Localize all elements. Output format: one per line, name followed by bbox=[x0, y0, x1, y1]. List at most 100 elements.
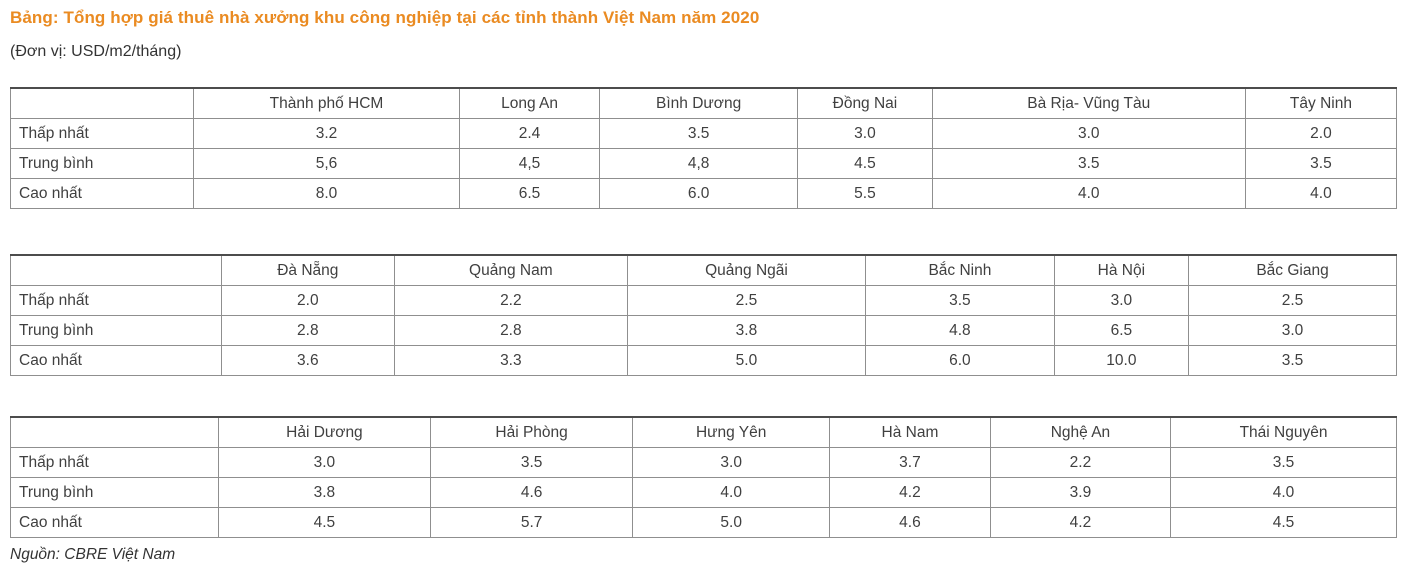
table-cell: 4.6 bbox=[829, 507, 991, 538]
table-cell: 2.0 bbox=[220, 285, 395, 316]
table-row: Thấp nhất 3.0 3.5 3.0 3.7 2.2 3.5 bbox=[10, 447, 1397, 478]
table-cell: 3.0 bbox=[931, 118, 1246, 149]
table-cell: 5.7 bbox=[429, 507, 634, 538]
column-header: Bà Rịa- Vũng Tàu bbox=[931, 87, 1246, 119]
column-header: Quảng Ngãi bbox=[626, 254, 867, 286]
corner-cell bbox=[10, 416, 219, 448]
table-cell: 6.5 bbox=[1053, 315, 1190, 346]
rental-table-2: Đà Nẵng Quảng Nam Quảng Ngãi Bắc Ninh Hà Nội… bbox=[10, 254, 1397, 376]
table-cell: 3.0 bbox=[632, 447, 831, 478]
table-cell: 3.5 bbox=[865, 285, 1055, 316]
table-cell: 3.0 bbox=[217, 447, 431, 478]
table-cell: 5.0 bbox=[626, 345, 867, 376]
table-cell: 4.0 bbox=[1244, 178, 1398, 209]
table-cell: 3.0 bbox=[797, 118, 933, 149]
table-cell: 4.6 bbox=[429, 477, 634, 508]
header-row: Đà Nẵng Quảng Nam Quảng Ngãi Bắc Ninh Hà Nội… bbox=[10, 254, 1397, 286]
table-cell: 4.2 bbox=[829, 477, 991, 508]
column-header: Đồng Nai bbox=[797, 87, 933, 119]
rental-tables-container: Thành phố HCM Long An Bình Dương Đồng Nai Bà… bbox=[10, 87, 1398, 538]
table-cell: 4.8 bbox=[865, 315, 1055, 346]
rental-table-3: Hải Dương Hải Phòng Hưng Yên Hà Nam Nghệ An T… bbox=[10, 416, 1397, 538]
table-cell: 2.5 bbox=[626, 285, 867, 316]
table-row: Cao nhất 3.6 3.3 5.0 6.0 10.0 3.5 bbox=[10, 345, 1397, 376]
table-cell: 2.2 bbox=[393, 285, 628, 316]
table-cell: 2.4 bbox=[459, 118, 601, 149]
table-cell: 2.5 bbox=[1188, 285, 1397, 316]
row-label: Trung bình bbox=[10, 315, 222, 346]
table-cell: 10.0 bbox=[1053, 345, 1190, 376]
column-header: Đà Nẵng bbox=[220, 254, 395, 286]
table-cell: 3.9 bbox=[989, 477, 1172, 508]
row-label: Cao nhất bbox=[10, 345, 222, 376]
table-cell: 4.0 bbox=[931, 178, 1246, 209]
table-cell: 3.5 bbox=[429, 447, 634, 478]
column-header: Thành phố HCM bbox=[192, 87, 461, 119]
table-cell: 3.5 bbox=[931, 148, 1246, 179]
table-row: Thấp nhất 2.0 2.2 2.5 3.5 3.0 2.5 bbox=[10, 285, 1397, 316]
table-cell: 4.0 bbox=[1170, 477, 1397, 508]
column-header: Quảng Nam bbox=[393, 254, 628, 286]
table-cell: 4.2 bbox=[989, 507, 1172, 538]
table-cell: 4.5 bbox=[1170, 507, 1397, 538]
row-label: Thấp nhất bbox=[10, 118, 194, 149]
table-row: Cao nhất 8.0 6.5 6.0 5.5 4.0 4.0 bbox=[10, 178, 1398, 209]
table-cell: 6.5 bbox=[459, 178, 601, 209]
table-cell: 4.5 bbox=[797, 148, 933, 179]
row-label: Cao nhất bbox=[10, 507, 219, 538]
table-cell: 3.7 bbox=[829, 447, 991, 478]
table-row: Trung bình 2.8 2.8 3.8 4.8 6.5 3.0 bbox=[10, 315, 1397, 346]
column-header: Long An bbox=[459, 87, 601, 119]
corner-cell bbox=[10, 254, 222, 286]
page-title: Bảng: Tổng hợp giá thuê nhà xưởng khu cô… bbox=[10, 8, 760, 27]
row-label: Trung bình bbox=[10, 477, 219, 508]
table-cell: 3.8 bbox=[217, 477, 431, 508]
row-label: Thấp nhất bbox=[10, 285, 222, 316]
table-cell: 4.5 bbox=[217, 507, 431, 538]
table-cell: 2.8 bbox=[393, 315, 628, 346]
table-cell: 3.3 bbox=[393, 345, 628, 376]
column-header: Tây Ninh bbox=[1244, 87, 1398, 119]
table-cell: 3.0 bbox=[1188, 315, 1397, 346]
table-cell: 3.5 bbox=[1188, 345, 1397, 376]
table-cell: 3.5 bbox=[599, 118, 799, 149]
table-row: Trung bình 5,6 4,5 4,8 4.5 3.5 3.5 bbox=[10, 148, 1398, 179]
table-cell: 2.0 bbox=[1244, 118, 1398, 149]
table-cell: 8.0 bbox=[192, 178, 461, 209]
column-header: Hưng Yên bbox=[632, 416, 831, 448]
row-label: Thấp nhất bbox=[10, 447, 219, 478]
table-cell: 3.5 bbox=[1170, 447, 1397, 478]
column-header: Hà Nam bbox=[829, 416, 991, 448]
column-header: Bình Dương bbox=[599, 87, 799, 119]
table-cell: 6.0 bbox=[599, 178, 799, 209]
row-label: Cao nhất bbox=[10, 178, 194, 209]
column-header: Hải Phòng bbox=[429, 416, 634, 448]
table-cell: 4,5 bbox=[459, 148, 601, 179]
table-cell: 5,6 bbox=[192, 148, 461, 179]
table-cell: 6.0 bbox=[865, 345, 1055, 376]
table-cell: 3.5 bbox=[1244, 148, 1398, 179]
table-cell: 4,8 bbox=[599, 148, 799, 179]
table-cell: 5.5 bbox=[797, 178, 933, 209]
unit-note: (Đơn vị: USD/m2/tháng) bbox=[10, 43, 182, 60]
corner-cell bbox=[10, 87, 194, 119]
row-label: Trung bình bbox=[10, 148, 194, 179]
header-row: Thành phố HCM Long An Bình Dương Đồng Nai Bà… bbox=[10, 87, 1398, 119]
table-cell: 3.2 bbox=[192, 118, 461, 149]
table-cell: 3.8 bbox=[626, 315, 867, 346]
rental-table-1: Thành phố HCM Long An Bình Dương Đồng Nai Bà… bbox=[10, 87, 1398, 209]
table-row: Cao nhất 4.5 5.7 5.0 4.6 4.2 4.5 bbox=[10, 507, 1397, 538]
table-cell: 3.6 bbox=[220, 345, 395, 376]
column-header: Hải Dương bbox=[217, 416, 431, 448]
header-row: Hải Dương Hải Phòng Hưng Yên Hà Nam Nghệ An T… bbox=[10, 416, 1397, 448]
table-cell: 5.0 bbox=[632, 507, 831, 538]
table-row: Trung bình 3.8 4.6 4.0 4.2 3.9 4.0 bbox=[10, 477, 1397, 508]
column-header: Thái Nguyên bbox=[1170, 416, 1397, 448]
column-header: Bắc Ninh bbox=[865, 254, 1055, 286]
table-cell: 3.0 bbox=[1053, 285, 1190, 316]
column-header: Bắc Giang bbox=[1188, 254, 1397, 286]
table-cell: 4.0 bbox=[632, 477, 831, 508]
column-header: Hà Nội bbox=[1053, 254, 1190, 286]
table-cell: 2.2 bbox=[989, 447, 1172, 478]
